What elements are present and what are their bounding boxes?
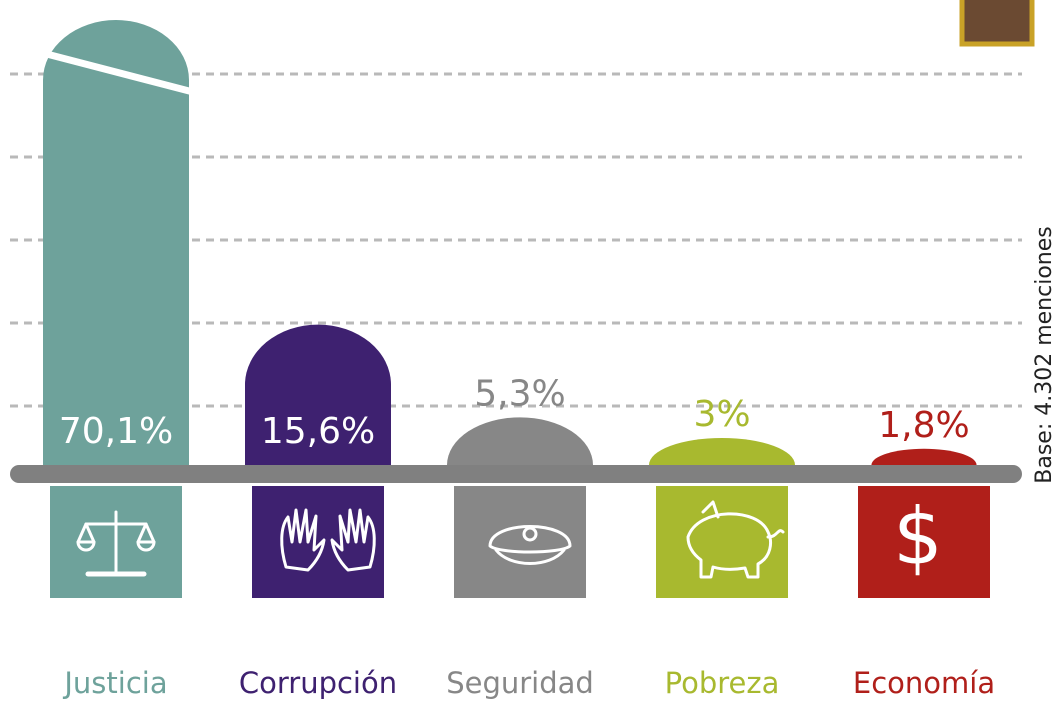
icon-boxes: Justicia Corrupción Seguridad Pobreza Econom… bbox=[50, 486, 995, 700]
icon-box bbox=[454, 486, 586, 598]
icons: $ bbox=[76, 492, 943, 582]
value-label: 5,3% bbox=[474, 373, 565, 414]
baseline bbox=[10, 465, 1022, 483]
icon-box bbox=[858, 486, 990, 598]
value-label: 3% bbox=[693, 394, 750, 435]
dollar-icon: $ bbox=[893, 492, 943, 582]
scales-icon bbox=[76, 510, 156, 577]
bar bbox=[649, 438, 795, 465]
cap-icon bbox=[488, 525, 572, 565]
category-label: Seguridad bbox=[446, 666, 594, 700]
value-label: 70,1% bbox=[59, 411, 173, 452]
base-note: Base: 4.302 menciones bbox=[1032, 226, 1057, 483]
hands-icon bbox=[280, 508, 376, 572]
axis-break bbox=[38, 48, 194, 96]
photo-thumbnail bbox=[959, 0, 1035, 47]
category-label: Corrupción bbox=[239, 666, 397, 700]
bar bbox=[871, 448, 977, 465]
bar bbox=[447, 417, 593, 465]
category-label: Pobreza bbox=[665, 666, 780, 700]
category-label: Economía bbox=[853, 666, 995, 700]
icon-box bbox=[656, 486, 788, 598]
value-label: 15,6% bbox=[261, 411, 375, 452]
bars: 70,1% 15,6% 5,3% 3% 1,8% bbox=[38, 20, 977, 465]
category-label: Justicia bbox=[62, 666, 167, 700]
bar bbox=[245, 324, 391, 465]
value-label: 1,8% bbox=[878, 405, 969, 446]
piggy-icon bbox=[686, 500, 785, 579]
bar bbox=[43, 20, 189, 465]
icon-box bbox=[252, 486, 384, 598]
